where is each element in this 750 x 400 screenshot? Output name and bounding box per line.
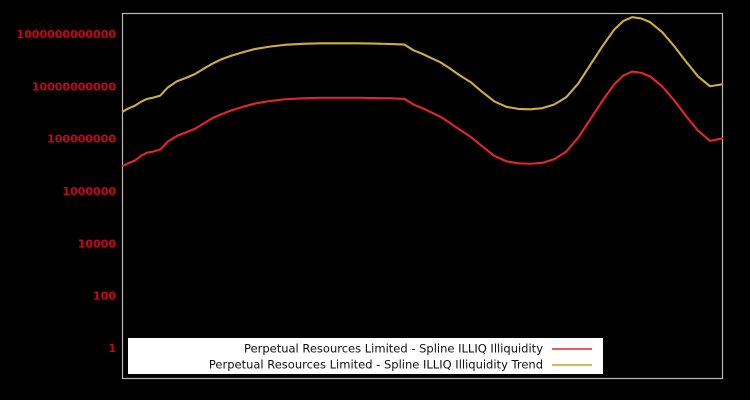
y-axis-tick-label: 100000000 — [47, 133, 116, 146]
legend-entry-label: Perpetual Resources Limited - Spline ILL… — [244, 342, 543, 356]
y-axis-tick-label: 10000000000 — [32, 80, 117, 93]
series-line-illiquidity-trend — [121, 16, 724, 113]
y-axis-tick-label: 100 — [93, 290, 116, 303]
legend-entry-label: Perpetual Resources Limited - Spline ILL… — [209, 358, 543, 372]
chart-legend: Perpetual Resources Limited - Spline ILL… — [128, 338, 603, 374]
y-axis-tick-label: 1000000000000 — [17, 28, 117, 41]
legend-background — [128, 338, 603, 374]
series-line-illiquidity — [121, 70, 724, 167]
y-axis-tick-label: 1 — [108, 342, 116, 355]
y-axis-tick-labels: 1000000000000 10000000000 100000000 1000000… — [17, 28, 117, 355]
y-axis-tick-label: 1000000 — [62, 185, 116, 198]
plot-area-border — [121, 12, 724, 380]
series-lines — [121, 16, 724, 167]
y-axis-tick-label: 10000 — [78, 237, 117, 250]
